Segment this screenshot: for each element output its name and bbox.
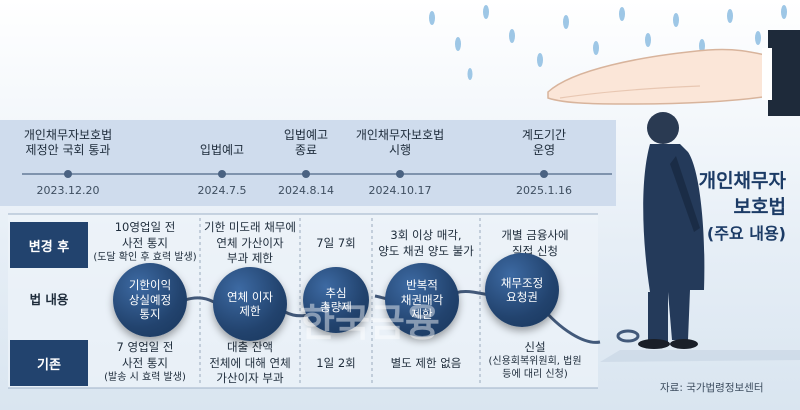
title-line-2: 보호법	[733, 196, 786, 218]
man-illustration	[600, 112, 800, 362]
topic-disc-5: 채무조정 요청권	[485, 253, 559, 327]
item-5-before: 신설	[524, 340, 546, 354]
item-1-before-note: (발송 시 효력 발생)	[104, 372, 186, 383]
timeline-event-2: 입법예고	[199, 143, 245, 157]
column-separators	[199, 218, 481, 386]
topic-disc-3: 추심 총량제	[303, 267, 369, 333]
topic-disc-1: 기한이익 상실예정 통지	[113, 263, 187, 337]
item-2-after: 기한 미도래 채무에 연체 가산이자 부과 제한	[204, 220, 296, 266]
timeline-date-4: 2024.10.17	[368, 184, 432, 197]
item-1-after-note: (도달 확인 후 효력 발생)	[93, 252, 197, 263]
watermark-text: 한국금융	[300, 301, 440, 345]
timeline-date-5: 2025.1.16	[516, 184, 572, 197]
item-4-before: 별도 제한 없음	[390, 356, 462, 370]
timeline-dot-4	[396, 170, 404, 178]
timeline-event-3: 입법예고 종료	[283, 128, 329, 157]
hand-illustration	[547, 30, 800, 116]
row-label-content: 법 내용	[29, 292, 69, 307]
topic-disc-4-label: 반복적 채권매각 제한	[400, 278, 444, 322]
title-line-1: 개인채무자	[698, 170, 786, 192]
timeline-event-1: 개인채무자보호법 제정안 국회 통과	[23, 128, 113, 157]
item-3-after: 7일 7회	[316, 236, 356, 250]
timeline-dot-2	[218, 170, 226, 178]
title-subtitle: (주요 내용)	[706, 224, 786, 243]
item-3-before: 1일 2회	[316, 356, 356, 370]
item-1-before: 7 영업일 전 사전 통지	[116, 340, 174, 370]
timeline-date-1: 2023.12.20	[36, 184, 100, 197]
item-4-after: 3회 이상 매각, 양도 채권 양도 불가	[378, 228, 474, 258]
item-5-before-note: (신용회복위원회, 법원 등에 대리 신청)	[488, 356, 582, 380]
timeline-date-2: 2024.7.5	[197, 184, 247, 197]
item-2-before: 대출 잔액 전체에 대해 연체 가산이자 부과	[209, 340, 291, 386]
timeline-dot-3	[302, 170, 310, 178]
timeline-dot-5	[540, 170, 548, 178]
row-label-after: 변경 후	[10, 222, 88, 268]
timeline-event-4: 개인채무자보호법 시행	[355, 128, 445, 157]
topic-disc-1-label: 기한이익 상실예정 통지	[128, 278, 172, 322]
topic-disc-3-label: 추심 총량제	[320, 285, 352, 314]
item-5-after: 개별 금융사에 직접 신청	[501, 228, 569, 258]
timeline-band	[0, 120, 616, 206]
rain-drops	[429, 5, 787, 90]
topic-disc-2-label: 연체 이자 제한	[227, 289, 273, 318]
source-note: 자료: 국가법령정보센터	[660, 382, 764, 394]
timeline-event-5: 계도기간 운영	[521, 128, 567, 157]
row-label-before: 기존	[10, 340, 88, 386]
item-1-after: 10영업일 전 사전 통지	[114, 220, 176, 250]
topic-disc-2: 연체 이자 제한	[213, 267, 287, 341]
topic-disc-5-label: 채무조정 요청권	[500, 275, 544, 304]
topic-disc-4: 반복적 채권매각 제한	[385, 263, 459, 337]
timeline-date-3: 2024.8.14	[278, 184, 334, 197]
timeline-dot-1	[64, 170, 72, 178]
